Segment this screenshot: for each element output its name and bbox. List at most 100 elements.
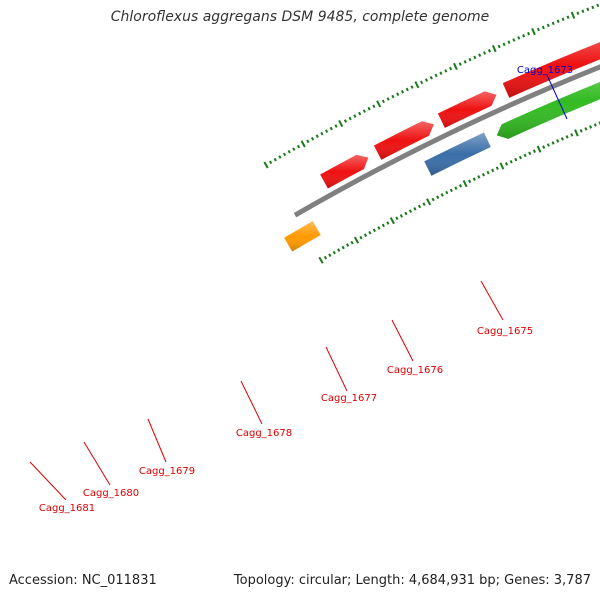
gene-cagg-1679-shading bbox=[424, 132, 491, 176]
minor-tick bbox=[292, 147, 296, 151]
gene-label-cagg-1678: Cagg_1678 bbox=[236, 428, 292, 439]
minor-tick bbox=[278, 155, 282, 159]
minor-tick bbox=[518, 155, 522, 160]
minor-tick bbox=[477, 175, 481, 179]
gene-label-cagg-1681: Cagg_1681 bbox=[39, 503, 95, 514]
gene-cagg-1678-shading bbox=[496, 82, 600, 139]
minor-tick bbox=[417, 204, 422, 209]
minor-tick bbox=[507, 40, 511, 44]
minor-tick bbox=[296, 144, 301, 149]
minor-tick bbox=[429, 75, 433, 80]
label-leader-line bbox=[391, 319, 414, 362]
minor-tick bbox=[341, 245, 345, 250]
major-tick bbox=[263, 161, 269, 169]
minor-tick bbox=[522, 34, 526, 38]
gene-label-cagg-1680: Cagg_1680 bbox=[83, 488, 139, 499]
minor-tick bbox=[337, 248, 341, 252]
minor-tick bbox=[310, 136, 315, 141]
minor-tick bbox=[325, 129, 329, 133]
minor-tick bbox=[315, 134, 319, 139]
minor-tick bbox=[422, 202, 426, 206]
minor-tick bbox=[556, 139, 560, 143]
minor-tick bbox=[343, 119, 348, 123]
minor-tick bbox=[481, 172, 486, 177]
major-tick bbox=[426, 198, 432, 206]
gene-label-cagg-1673: Cagg_1673 bbox=[517, 65, 573, 76]
major-tick bbox=[389, 217, 395, 225]
forward-gene-feature-shading bbox=[437, 91, 497, 128]
minor-tick bbox=[350, 240, 354, 245]
minor-tick bbox=[367, 106, 371, 111]
major-tick bbox=[499, 162, 505, 170]
feature-track bbox=[284, 42, 600, 252]
minor-tick bbox=[405, 87, 409, 92]
minor-tick bbox=[306, 139, 310, 144]
minor-tick bbox=[561, 17, 565, 22]
minor-tick bbox=[334, 124, 338, 128]
minor-tick bbox=[536, 27, 540, 32]
label-leader-line bbox=[546, 74, 568, 120]
label-leader-line bbox=[480, 280, 504, 321]
forward-gene-feature-shading bbox=[373, 121, 434, 160]
minor-tick bbox=[491, 168, 495, 173]
major-tick bbox=[453, 62, 458, 70]
minor-tick bbox=[320, 131, 324, 136]
minor-tick bbox=[532, 149, 536, 153]
minor-tick bbox=[586, 7, 590, 12]
minor-tick bbox=[487, 49, 491, 53]
minor-tick bbox=[551, 141, 555, 145]
minor-tick bbox=[591, 5, 595, 10]
gene-label-cagg-1676: Cagg_1676 bbox=[387, 365, 443, 376]
minor-tick bbox=[468, 179, 472, 184]
minor-tick bbox=[395, 216, 399, 221]
minor-tick bbox=[444, 69, 448, 73]
minor-tick bbox=[445, 190, 449, 195]
minor-tick bbox=[381, 99, 385, 104]
minor-tick bbox=[396, 92, 400, 96]
major-tick bbox=[353, 236, 360, 244]
label-layer: Cagg_1673 Cagg_1675 Cagg_1676 Cagg_1677 Cagg… bbox=[39, 65, 573, 514]
minor-tick bbox=[514, 157, 518, 162]
minor-tick bbox=[420, 80, 424, 85]
minor-tick bbox=[362, 109, 366, 113]
minor-tick bbox=[359, 235, 363, 240]
minor-tick bbox=[353, 114, 357, 118]
minor-tick bbox=[348, 116, 352, 121]
minor-tick bbox=[483, 51, 487, 55]
minor-tick bbox=[273, 157, 277, 162]
minor-tick bbox=[345, 243, 350, 247]
minor-tick bbox=[570, 133, 574, 137]
minor-tick bbox=[565, 135, 569, 139]
minor-tick bbox=[495, 166, 499, 170]
minor-tick bbox=[458, 62, 462, 66]
label-leader-line bbox=[147, 418, 167, 463]
minor-tick bbox=[497, 44, 501, 49]
minor-tick bbox=[386, 97, 390, 101]
minor-tick bbox=[478, 53, 482, 57]
minor-tick bbox=[566, 15, 570, 20]
label-leader-line bbox=[240, 380, 263, 425]
minor-tick bbox=[576, 11, 580, 16]
minor-tick bbox=[436, 195, 440, 200]
label-leaders bbox=[29, 74, 568, 501]
minor-tick bbox=[560, 137, 564, 141]
minor-tick bbox=[424, 78, 429, 82]
minor-tick bbox=[546, 23, 550, 28]
minor-tick bbox=[509, 159, 513, 164]
label-leader-line bbox=[325, 346, 348, 392]
minor-tick bbox=[381, 223, 385, 228]
label-leader-line bbox=[83, 441, 111, 486]
minor-tick bbox=[523, 153, 527, 158]
minor-tick bbox=[391, 94, 395, 99]
minor-tick bbox=[546, 143, 550, 147]
minor-tick bbox=[449, 188, 453, 193]
minor-tick bbox=[377, 226, 381, 230]
major-tick bbox=[536, 145, 542, 153]
major-tick bbox=[491, 45, 497, 53]
minor-tick bbox=[512, 38, 516, 42]
minor-tick bbox=[363, 233, 368, 238]
minor-tick bbox=[505, 162, 509, 166]
minor-tick bbox=[439, 71, 443, 75]
